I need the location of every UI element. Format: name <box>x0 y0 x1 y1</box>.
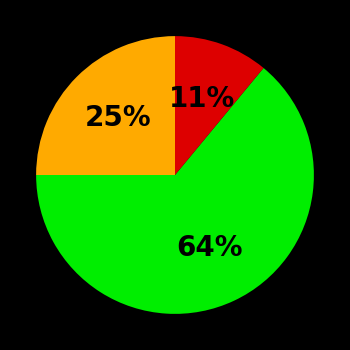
Wedge shape <box>36 68 314 314</box>
Wedge shape <box>36 36 175 175</box>
Text: 25%: 25% <box>85 104 151 132</box>
Wedge shape <box>175 36 264 175</box>
Text: 64%: 64% <box>176 234 243 262</box>
Text: 11%: 11% <box>169 85 236 113</box>
